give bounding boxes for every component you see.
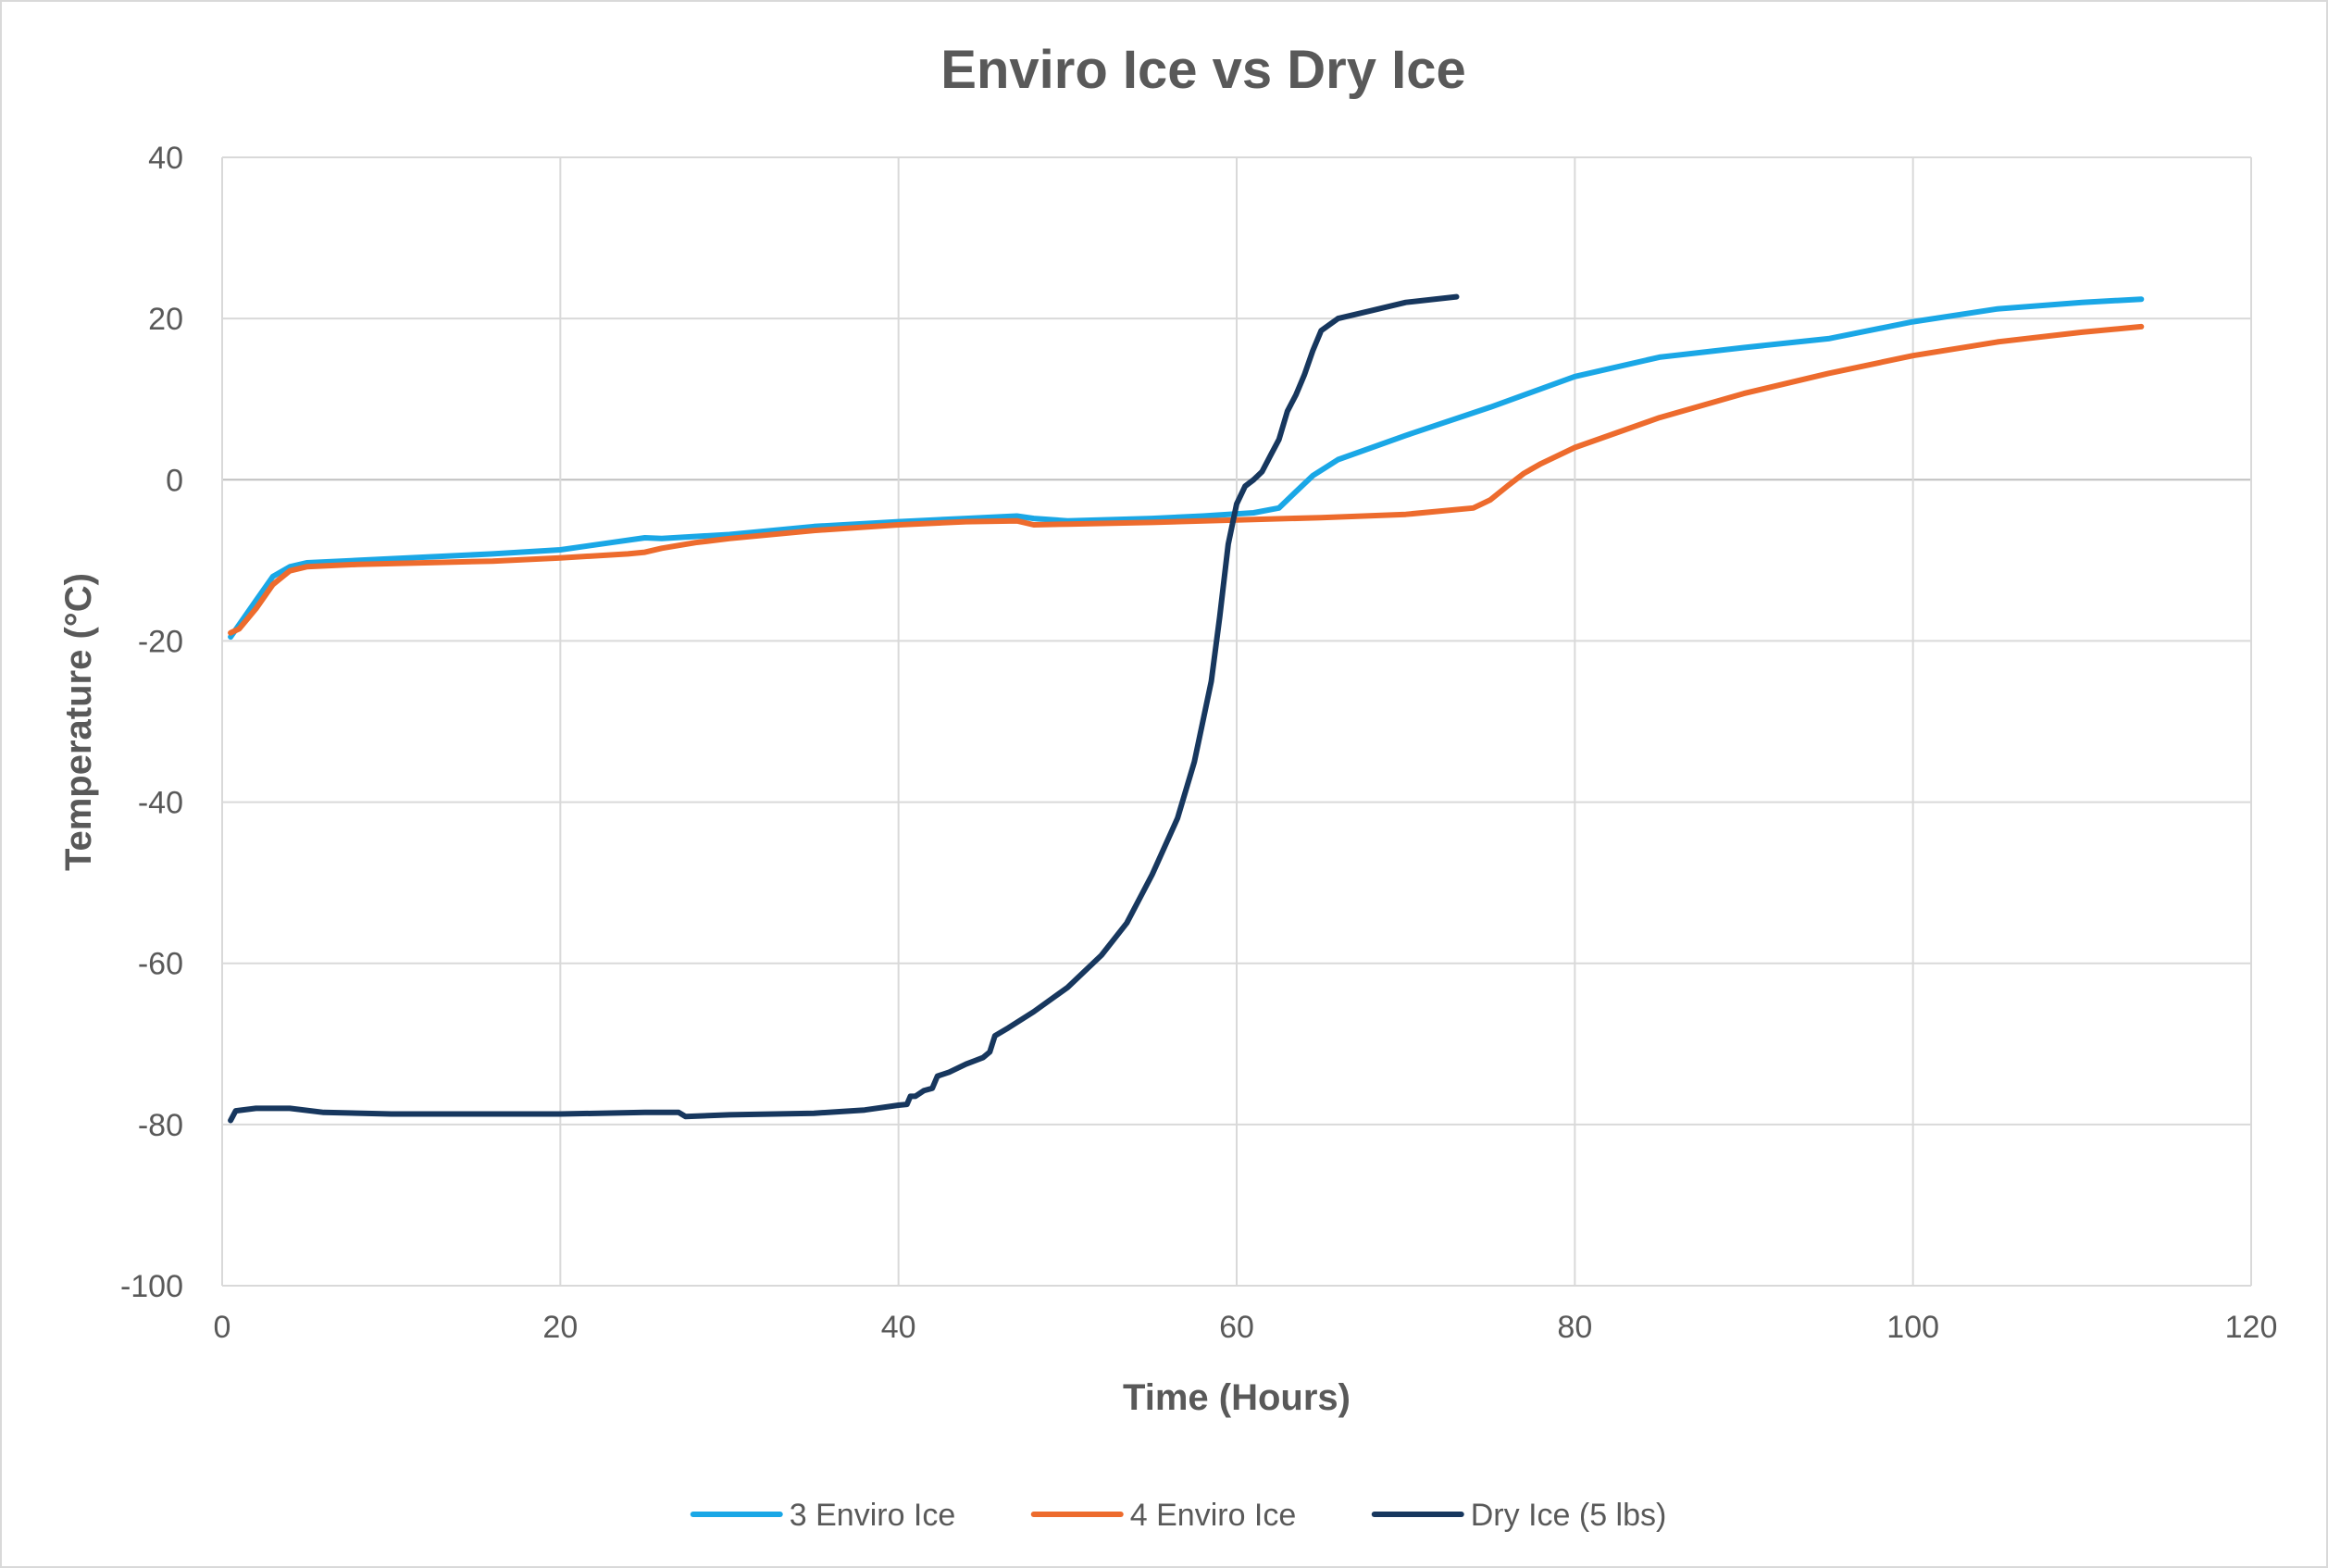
x-tick-label: 20 [542,1310,578,1345]
chart-title: Enviro Ice vs Dry Ice [940,40,1465,100]
y-tick-label: -40 [138,786,183,821]
y-tick-label: -60 [138,947,183,982]
y-tick-label: 0 [166,463,183,498]
series-line [228,296,2145,641]
legend: 3 Enviro Ice 4 Enviro Ice Dry Ice (5 lbs) [690,1498,1667,1533]
y-tick-label: 40 [148,141,183,176]
y-tick-label: -100 [120,1269,183,1304]
y-tick-label: -80 [138,1108,183,1143]
x-axis-ticks: 0 20 40 60 80 100 120 [214,1310,2278,1345]
x-tick-label: 100 [1886,1310,1939,1345]
legend-label: 4 Enviro Ice [1130,1498,1297,1533]
series-lines [228,293,2145,1124]
series-line [228,293,1460,1124]
x-tick-label: 40 [881,1310,916,1345]
y-axis-title: Temperature (°C) [58,573,99,871]
legend-label: 3 Enviro Ice [790,1498,956,1533]
x-tick-label: 0 [214,1310,231,1345]
x-axis-title: Time (Hours) [1123,1377,1351,1418]
gridlines [221,156,2252,1287]
x-tick-label: 60 [1219,1310,1254,1345]
y-tick-label: 20 [148,302,183,337]
y-tick-label: -20 [138,624,183,659]
x-tick-label: 80 [1557,1310,1592,1345]
legend-label: Dry Ice (5 lbs) [1471,1498,1667,1533]
series-line [228,323,2145,636]
y-axis-ticks: -100 -80 -60 -40 -20 0 20 40 [120,141,183,1304]
x-tick-label: 120 [2225,1310,2278,1345]
